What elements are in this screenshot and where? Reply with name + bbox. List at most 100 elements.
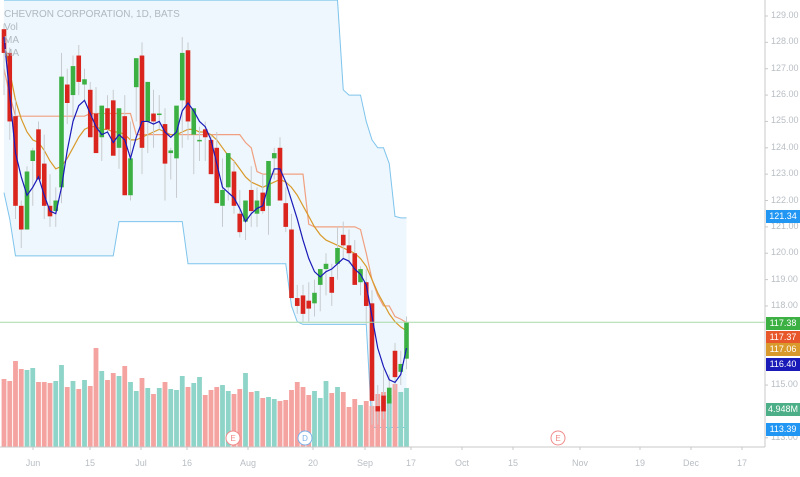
candle-body[interactable] xyxy=(294,298,300,306)
legend-volume[interactable]: Vol xyxy=(4,22,18,33)
volume-bar xyxy=(76,389,82,447)
candle-body[interactable] xyxy=(36,129,41,180)
volume-bar xyxy=(18,369,24,447)
candle-body[interactable] xyxy=(156,113,162,116)
candle-body[interactable] xyxy=(386,387,392,404)
candle-body[interactable] xyxy=(82,79,87,85)
candle-body[interactable] xyxy=(99,105,105,138)
volume-bar xyxy=(47,383,53,447)
volume-bar xyxy=(53,381,59,447)
candle-body[interactable] xyxy=(243,200,248,222)
candle-body[interactable] xyxy=(300,295,306,314)
candle-body[interactable] xyxy=(202,129,208,138)
candle-body[interactable] xyxy=(340,234,346,246)
candle-body[interactable] xyxy=(151,113,156,122)
candle-body[interactable] xyxy=(404,322,409,359)
candle-body[interactable] xyxy=(237,213,243,233)
band-lower-line xyxy=(3,192,407,428)
candle-body[interactable] xyxy=(398,363,404,372)
volume-bar xyxy=(231,394,237,447)
candle-body[interactable] xyxy=(145,81,151,122)
candle-body[interactable] xyxy=(110,100,116,156)
candle-body[interactable] xyxy=(64,84,70,103)
candle-body[interactable] xyxy=(375,406,381,412)
candle-body[interactable] xyxy=(168,150,174,154)
volume-bar xyxy=(214,387,220,447)
candle-body[interactable] xyxy=(358,269,363,283)
candle-body[interactable] xyxy=(18,205,24,230)
candle-body[interactable] xyxy=(312,292,317,304)
candle-body[interactable] xyxy=(260,192,266,212)
price-axis-badge: 117.37 xyxy=(766,331,800,344)
volume-bar xyxy=(340,392,346,447)
volume-bar xyxy=(41,382,47,447)
candle-body[interactable] xyxy=(197,139,202,142)
candle-body[interactable] xyxy=(277,147,283,201)
candle-body[interactable] xyxy=(231,171,237,206)
volume-bar xyxy=(392,384,398,447)
earnings-marker[interactable]: E xyxy=(225,430,241,446)
candle-body[interactable] xyxy=(335,247,340,264)
candle-body[interactable] xyxy=(346,245,352,254)
candle-body[interactable] xyxy=(116,108,122,148)
earnings-marker[interactable]: E xyxy=(550,430,566,446)
price-tick-label: 122.00 xyxy=(771,194,799,205)
candle-body[interactable] xyxy=(128,158,133,196)
candle-body[interactable] xyxy=(214,147,220,204)
symbol-title[interactable]: CHEVRON CORPORATION, 1D, BATS xyxy=(4,9,180,20)
candle-body[interactable] xyxy=(254,200,260,214)
candle-body[interactable] xyxy=(139,55,145,148)
candle-body[interactable] xyxy=(208,139,214,175)
time-tick-label: 17 xyxy=(736,458,748,468)
candle-body[interactable] xyxy=(41,163,47,206)
candle-body[interactable] xyxy=(76,55,82,82)
time-tick-label: 15 xyxy=(507,458,519,468)
candle-body[interactable] xyxy=(7,52,13,122)
candle-body[interactable] xyxy=(271,153,277,159)
candle-body[interactable] xyxy=(122,116,128,196)
candle-body[interactable] xyxy=(329,276,335,293)
candle-body[interactable] xyxy=(283,203,289,227)
legend-ma-1[interactable]: MA xyxy=(4,35,19,46)
legend-ma-2[interactable]: MA xyxy=(4,48,19,59)
volume-bar xyxy=(13,361,18,447)
candle-body[interactable] xyxy=(381,395,386,412)
event-circle-icon xyxy=(225,430,241,446)
candle-body[interactable] xyxy=(179,52,185,101)
dividend-marker[interactable]: D xyxy=(297,430,313,446)
candle-body[interactable] xyxy=(30,150,36,161)
volume-bar xyxy=(139,378,145,447)
candle-body[interactable] xyxy=(162,124,168,164)
candle-body[interactable] xyxy=(248,189,254,212)
volume-bar xyxy=(202,395,208,447)
candle-body[interactable] xyxy=(289,229,294,299)
candle-body[interactable] xyxy=(13,116,18,206)
candle-body[interactable] xyxy=(392,350,398,378)
candle-body[interactable] xyxy=(105,108,110,130)
candle-body[interactable] xyxy=(185,50,191,122)
candle-body[interactable] xyxy=(93,113,99,154)
volume-bar xyxy=(352,399,358,447)
candle-body[interactable] xyxy=(225,153,231,188)
candle-body[interactable] xyxy=(363,282,369,306)
volume-bar xyxy=(306,395,312,447)
candle-body[interactable] xyxy=(369,303,375,401)
candle-body[interactable] xyxy=(191,108,197,135)
chart-legend: CHEVRON CORPORATION, 1D, BATS Vol MA MA xyxy=(4,8,180,60)
candle-body[interactable] xyxy=(323,263,329,270)
volume-bar xyxy=(404,388,409,447)
volume-bar xyxy=(237,389,243,447)
candle-body[interactable] xyxy=(59,76,64,188)
volume-bar xyxy=(225,391,231,447)
candle-body[interactable] xyxy=(24,171,30,230)
candle-body[interactable] xyxy=(133,58,139,88)
candle-body[interactable] xyxy=(53,200,59,212)
candle-body[interactable] xyxy=(220,189,225,206)
event-circle-icon xyxy=(550,430,566,446)
band-fill xyxy=(4,0,407,428)
candle-body[interactable] xyxy=(70,66,76,96)
ma-fast-line xyxy=(3,37,408,384)
candle-body[interactable] xyxy=(306,300,312,309)
